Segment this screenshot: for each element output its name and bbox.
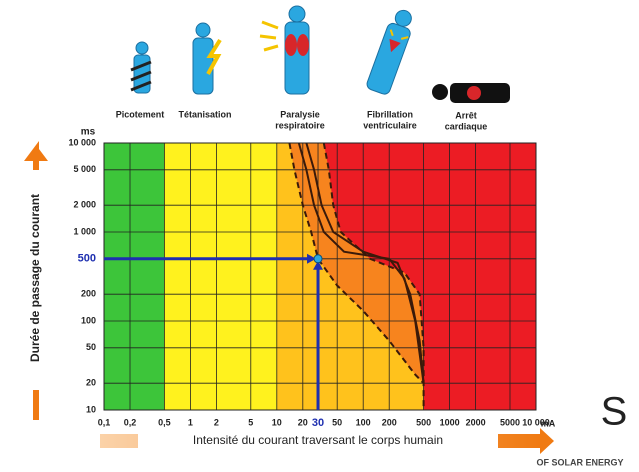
effect-label: respiratoire	[275, 120, 325, 130]
icon-fibrillation	[366, 9, 412, 95]
y-tick-label: 10 000	[68, 137, 96, 147]
x-axis-title: Intensité du courant traversant le corps…	[193, 433, 443, 447]
effect-label: ventriculaire	[363, 120, 417, 130]
x-axis-arrowhead	[540, 428, 554, 454]
x-unit: mA	[541, 418, 556, 428]
x-tick-label: 0,1	[98, 417, 111, 427]
y-unit: ms	[81, 127, 96, 138]
x-tick-label: 1000	[440, 417, 460, 427]
y-tick-label: 500	[78, 253, 96, 265]
x-tick-label: 2	[214, 417, 219, 427]
logo-text: OF SOLAR ENERGY	[536, 457, 623, 467]
x-tick-label: 5	[248, 417, 253, 427]
y-tick-label: 20	[86, 378, 96, 388]
x-tick-label: 200	[382, 417, 397, 427]
icons	[130, 5, 510, 103]
effect-label: Picotement	[116, 109, 165, 119]
y-tick-label: 50	[86, 342, 96, 352]
zone	[164, 143, 277, 410]
y-tick-label: 5 000	[73, 164, 96, 174]
icon-tingling	[130, 41, 152, 94]
x-tick-label: 500	[416, 417, 431, 427]
zone	[104, 143, 165, 410]
y-tick-label: 100	[81, 315, 96, 325]
y-tick-label: 200	[81, 289, 96, 299]
y-tick-label: 2 000	[73, 200, 96, 210]
effects: Picotement Tétanisation Paralysierespirato…	[116, 109, 488, 131]
curve	[305, 142, 425, 384]
highlight-arrow	[313, 260, 324, 270]
plot	[103, 142, 537, 411]
plot-border	[103, 142, 537, 411]
icon-respiratory	[259, 5, 310, 95]
highlight-arrow	[307, 253, 317, 264]
x-tick-label: 1	[188, 417, 193, 427]
x-tick-label: 10 000	[522, 417, 550, 427]
x-tick-label: 100	[356, 417, 371, 427]
effect-label: Fibrillation	[367, 109, 413, 119]
logo-letter: S	[601, 390, 628, 434]
effect-label: Arrêt	[455, 110, 477, 120]
effect-label: cardiaque	[445, 121, 488, 131]
curve	[288, 142, 425, 384]
x-tick-label: 20	[298, 417, 308, 427]
region-fill	[323, 143, 536, 410]
curve	[297, 142, 425, 384]
highlight-point	[313, 254, 323, 264]
y-axis-title: Durée de passage du courant	[28, 194, 42, 362]
x-tick-label: 0,5	[158, 417, 171, 427]
icon-tetanisation	[192, 22, 222, 95]
curve	[322, 142, 425, 410]
icon-cardiac-arrest	[432, 83, 510, 103]
x-tick-label: 5000	[500, 417, 520, 427]
x-tick-label: 0,2	[124, 417, 137, 427]
x-tick-label: 10	[272, 417, 282, 427]
x-tick-label: 2000	[466, 417, 486, 427]
y-tick-label: 1 000	[73, 226, 96, 236]
y-tick-label: 10	[86, 404, 96, 414]
x-tick-label: 50	[332, 417, 342, 427]
effect-label: Tétanisation	[178, 109, 231, 119]
x-tick-label: 30	[312, 417, 324, 429]
effect-label: Paralysie	[280, 109, 320, 119]
y-title-bg	[24, 170, 48, 390]
x-title-bg	[138, 433, 498, 449]
